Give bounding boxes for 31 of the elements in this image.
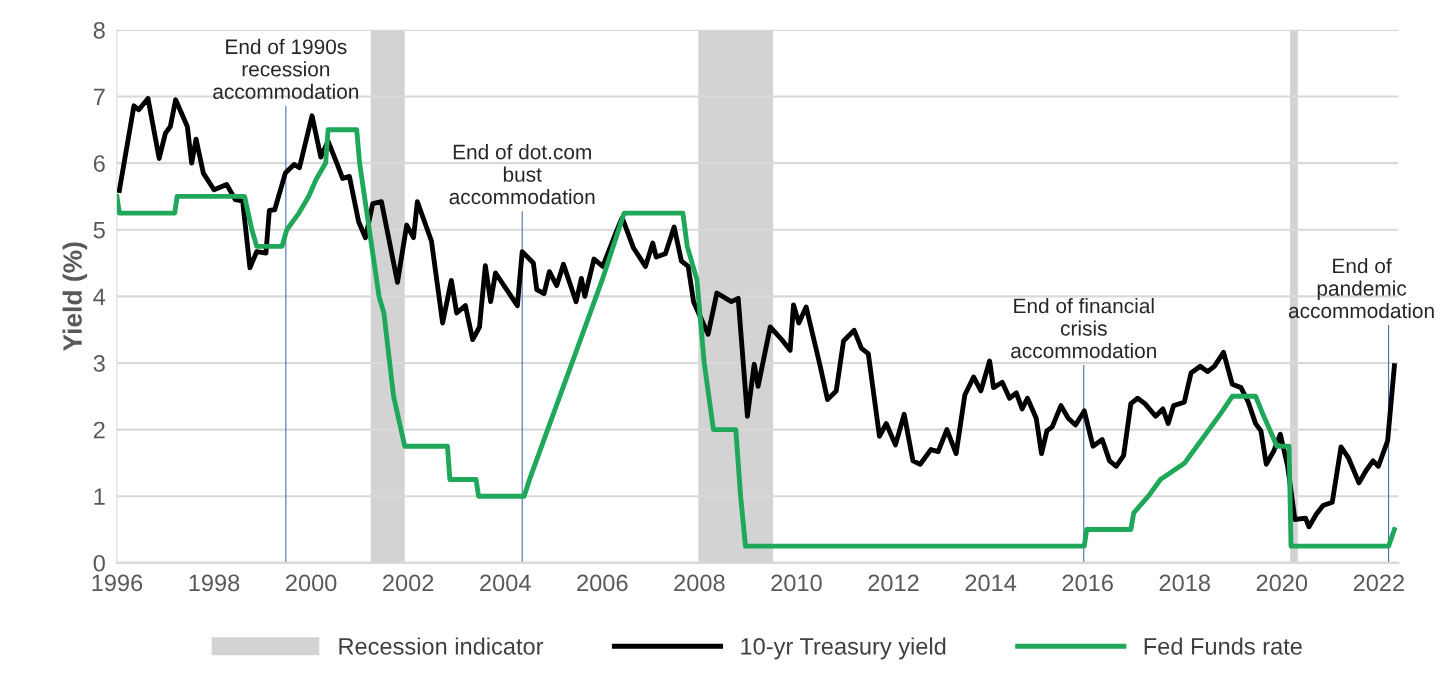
x-tick-label: 1996 [92,574,143,592]
y-tick-label: 3 [93,355,105,372]
x-tick-label: 2002 [383,574,434,592]
x-tick-label: 2014 [965,574,1017,592]
x-tick-label: 2010 [771,574,822,592]
y-tick-label: 8 [93,21,105,39]
x-tick-label: 2012 [868,574,919,592]
legend-label: Fed Funds rate [1144,637,1302,655]
y-tick-label: 7 [93,88,105,106]
x-tick-label: 2018 [1159,574,1210,592]
y-axis-title: Yield (%) [62,242,88,352]
y-tick-label: 5 [93,222,105,239]
legend-label: Recession indicator [339,637,544,655]
x-tick-label: 2004 [480,574,531,592]
x-tick-label: 2008 [674,574,725,592]
y-tick-label: 4 [93,288,106,305]
legend-label: 10-yr Treasury yield [741,637,946,660]
x-tick-label: 2022 [1353,574,1404,592]
x-tick-label: 2000 [286,574,337,592]
ref-line-label: End of 1990s recession accommodation [213,38,359,100]
x-tick-label: 1998 [189,574,240,592]
y-tick-label: 0 [93,554,105,572]
y-tick-label: 1 [94,488,105,505]
ref-line-label: End of financial crisis accommodation [1011,297,1156,359]
ref-line-label: End of pandemic accommodation [1288,258,1434,319]
y-tick-label: 2 [93,421,105,439]
x-tick-label: 2020 [1256,574,1308,592]
x-tick-label: 2016 [1062,574,1113,592]
x-tick-label: 2006 [577,574,628,592]
y-tick-label: 6 [93,155,105,172]
ref-line-label: End of dot.com bust accommodation [449,144,595,205]
